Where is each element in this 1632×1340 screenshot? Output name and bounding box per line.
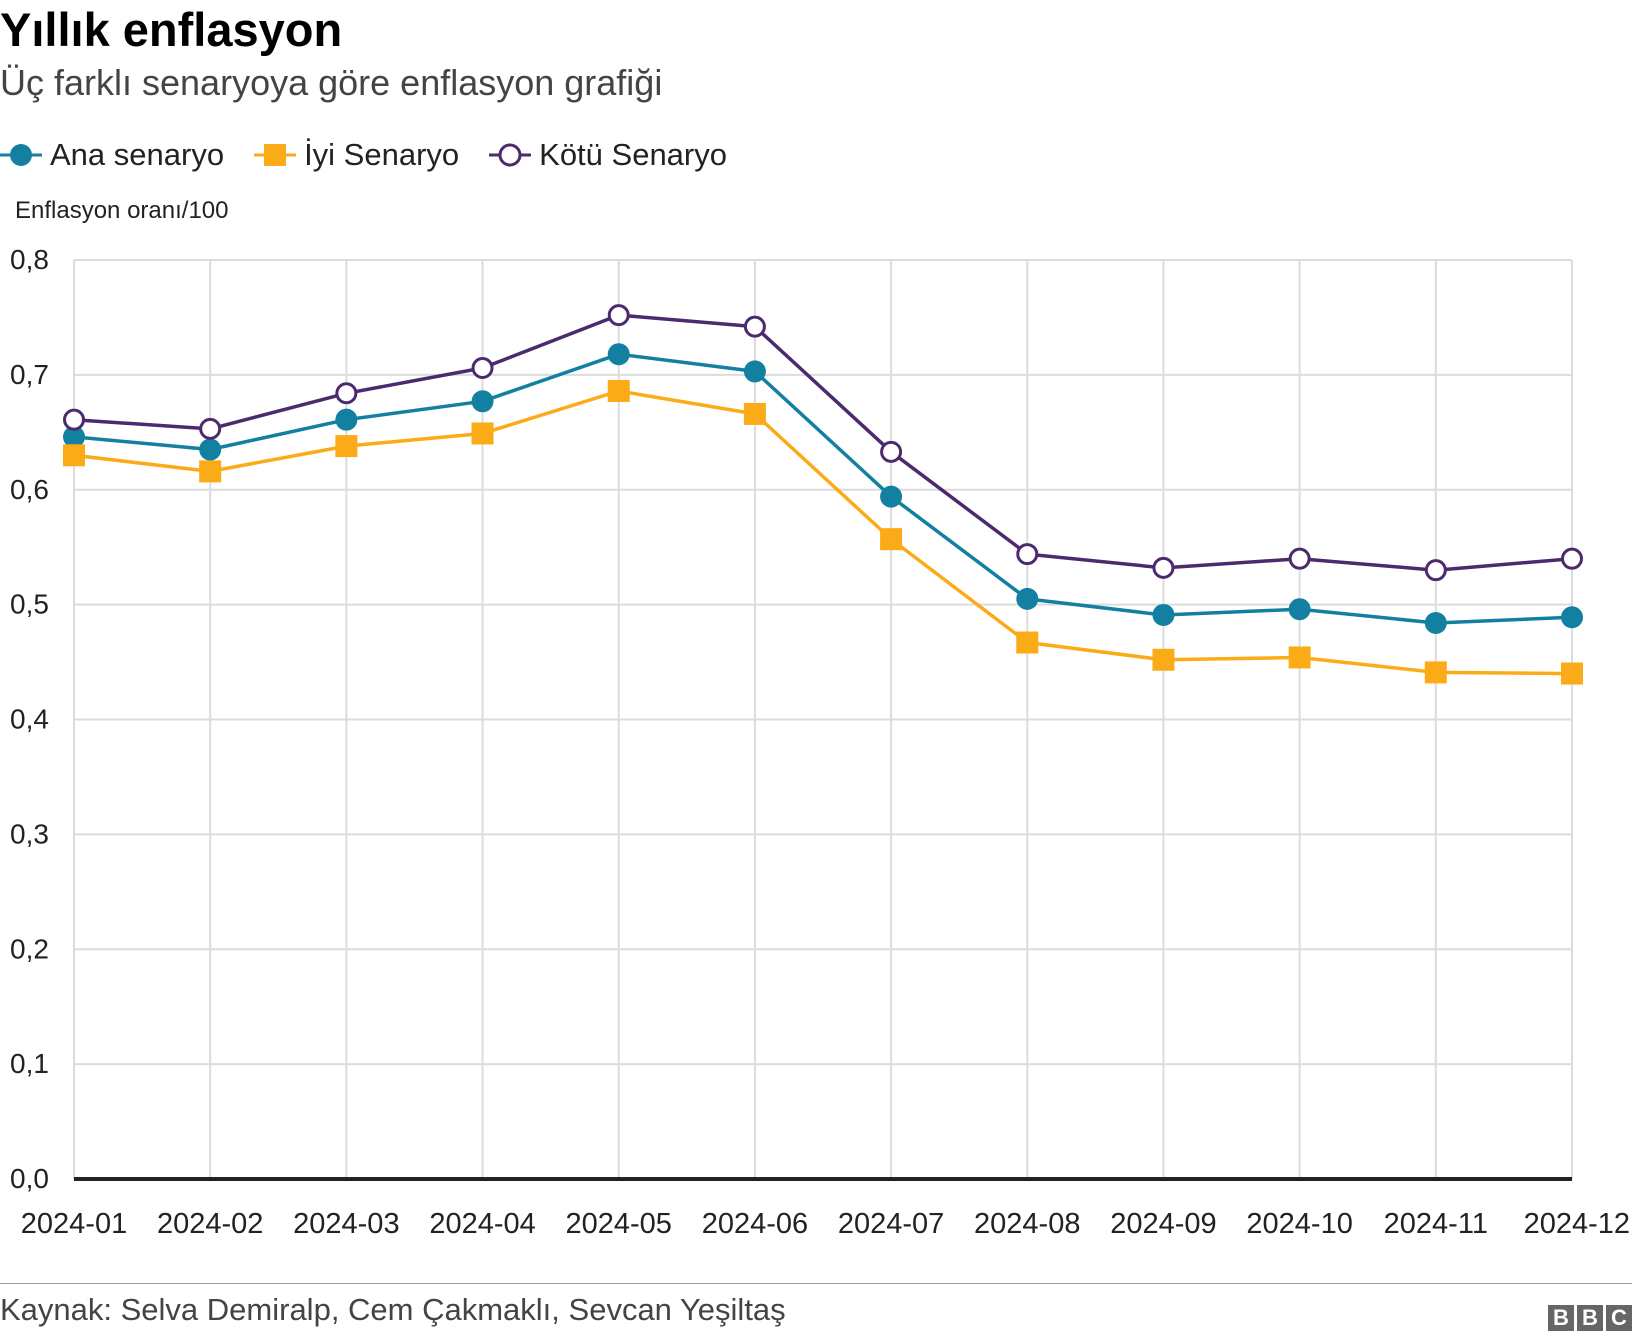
data-point-circle [1152,603,1175,626]
data-point-square [199,460,222,483]
data-point-circle [607,343,630,366]
x-tick-label: 2024-07 [838,1208,944,1240]
data-point-open-circle [335,382,358,405]
legend: Ana senaryo İyi Senaryo Kötü Senaryo [0,135,757,175]
legend-item-kotu-senaryo: Kötü Senaryo [489,137,727,173]
source-note: Kaynak: Selva Demiralp, Cem Çakmaklı, Se… [0,1292,786,1327]
series-line [73,352,1573,625]
line-chart: Enflasyon oranı/100 0,0 0,1 0,2 0,3 0,4 0,5 0,6… [10,200,1630,1240]
chart-title: Yıllık enflasyon [0,3,343,56]
y-tick-label: 0,2 [10,933,49,964]
data-point-open-circle [1152,556,1175,579]
data-point-open-circle [1424,559,1447,582]
data-point-open-circle [63,408,85,431]
y-axis-title: Enflasyon oranı/100 [15,200,228,224]
data-point-open-circle [199,417,222,440]
y-tick-label: 0,6 [10,474,49,505]
data-point-square [1424,661,1447,684]
data-point-open-circle [1288,547,1311,570]
bbc-logo: B B C [1545,1305,1632,1331]
y-tick-label: 0,5 [10,589,49,620]
y-tick-label: 0,1 [10,1048,49,1079]
footer-divider [0,1283,1632,1284]
data-point-square [335,435,358,458]
x-tick-label: 2024-06 [702,1208,808,1240]
x-tick-label: 2024-09 [1110,1208,1216,1240]
x-tick-label: 2024-02 [157,1208,263,1240]
x-tick-label: 2024-08 [974,1208,1080,1240]
legend-item-iyi-senaryo: İyi Senaryo [254,137,459,173]
y-tick-label: 0,4 [10,704,49,735]
data-point-square [1288,646,1311,669]
data-point-square [880,528,903,551]
data-point-circle [335,408,358,431]
data-point-square [743,402,766,425]
data-point-square [1016,631,1039,654]
circle-filled-marker-icon [0,144,42,166]
data-point-circle [63,425,85,448]
data-point-open-circle [471,356,494,379]
bbc-logo-letter: B [1548,1305,1574,1331]
x-tick-label: 2024-11 [1384,1208,1488,1240]
x-tick-label: 2024-05 [566,1208,672,1240]
data-point-square [1152,648,1175,671]
y-tick-label: 0,3 [10,818,49,849]
legend-label: Ana senaryo [50,137,225,172]
series-line [73,313,1573,572]
chart-subtitle: Üç farklı senaryoya göre enflasyon grafi… [0,62,663,103]
data-point-circle [1561,606,1583,629]
x-tick-label: 2024-03 [293,1208,399,1240]
data-point-circle [743,360,766,383]
data-point-square [607,379,630,402]
circle-open-marker-icon [489,143,532,167]
square-filled-marker-icon [254,144,297,166]
x-tick-label: 2024-04 [429,1208,535,1240]
bbc-logo-letter: B [1577,1305,1603,1331]
data-point-circle [1424,612,1447,635]
data-point-open-circle [1016,543,1039,566]
x-tick-label: 2024-12 [1524,1208,1630,1240]
x-tick-label: 2024-01 [21,1208,127,1240]
legend-label: İyi Senaryo [304,137,460,172]
data-point-circle [199,438,222,461]
y-tick-label: 0,8 [10,244,49,275]
data-point-circle [471,390,494,413]
data-point-open-circle [880,440,903,463]
data-point-square [63,444,85,467]
legend-label: Kötü Senaryo [539,137,727,172]
data-point-circle [880,485,903,508]
y-tick-label: 0,0 [10,1163,49,1194]
bbc-logo-letter: C [1606,1305,1632,1331]
data-point-square [1561,662,1583,685]
data-point-open-circle [743,315,766,338]
data-point-circle [1288,598,1311,621]
data-point-circle [1016,587,1039,610]
y-tick-label: 0,7 [10,359,49,390]
x-tick-label: 2024-10 [1246,1208,1352,1240]
data-point-open-circle [607,304,630,327]
data-point-square [471,422,494,445]
data-point-open-circle [1561,547,1583,570]
series-line [73,389,1573,676]
legend-item-ana-senaryo: Ana senaryo [0,137,224,173]
